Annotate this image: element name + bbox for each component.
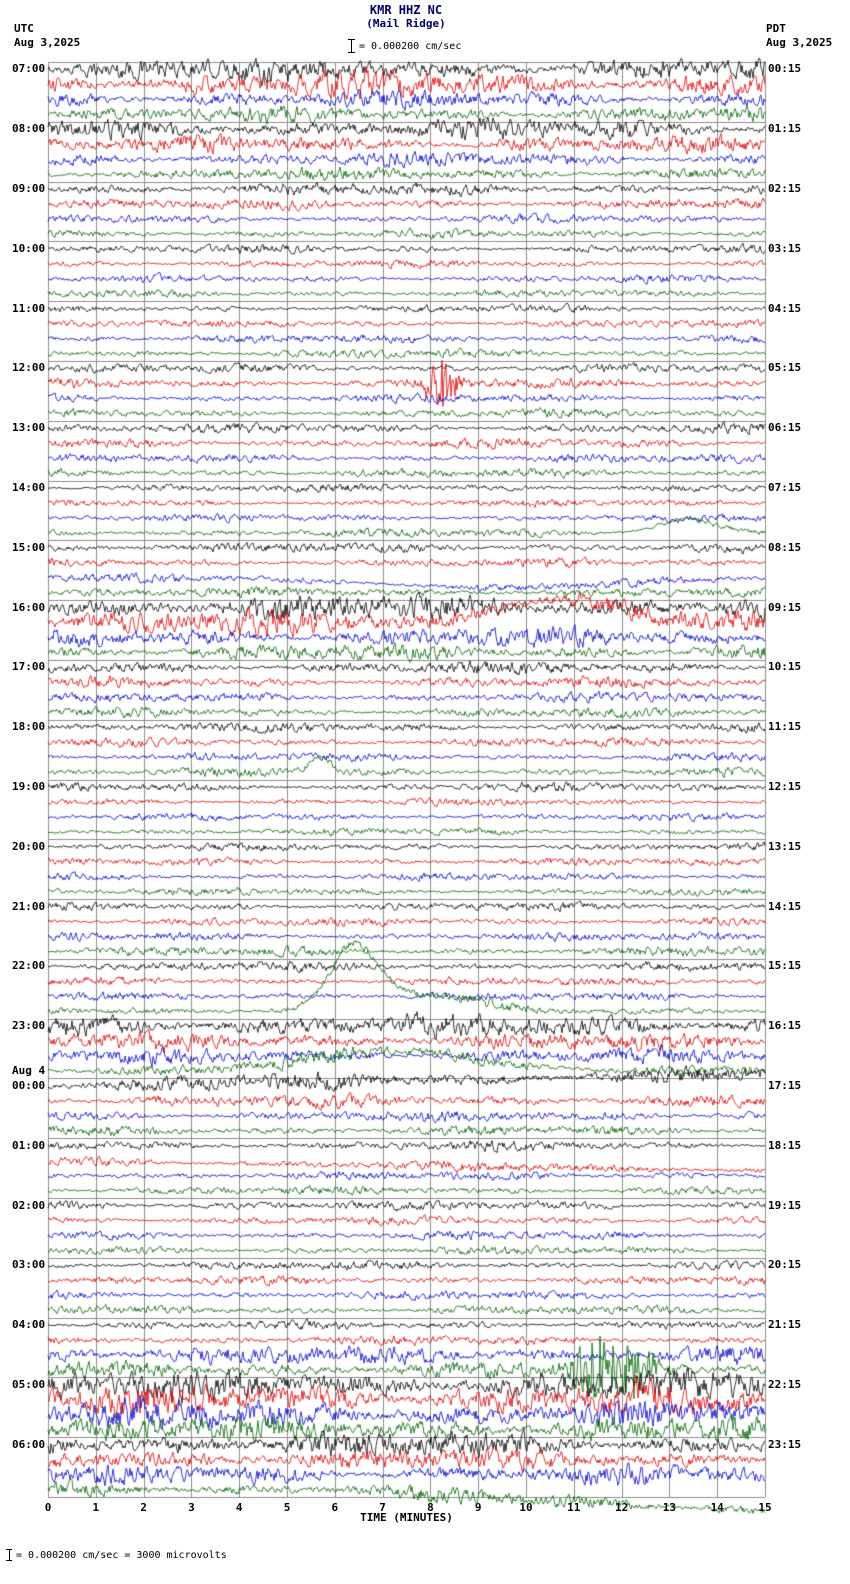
x-tick-label: 11 bbox=[567, 1501, 581, 1514]
x-tick-label: 3 bbox=[188, 1501, 195, 1514]
x-tick-label: 12 bbox=[614, 1501, 629, 1514]
x-tick-label: 8 bbox=[427, 1501, 434, 1514]
x-tick-label: 13 bbox=[662, 1501, 677, 1514]
x-tick-label: 9 bbox=[474, 1501, 482, 1514]
x-tick-label: 10 bbox=[519, 1501, 533, 1514]
x-tick-label: 6 bbox=[331, 1501, 339, 1514]
x-tick-label: 4 bbox=[235, 1501, 243, 1514]
x-tick-label: 7 bbox=[379, 1501, 386, 1514]
x-tick-label: 0 bbox=[44, 1501, 52, 1514]
x-tick-label: 5 bbox=[283, 1501, 291, 1514]
x-tick-label: 15 bbox=[758, 1501, 772, 1514]
x-tick-label: 1 bbox=[92, 1501, 100, 1514]
x-tick-label: 2 bbox=[140, 1501, 147, 1514]
x-tick-label: 14 bbox=[710, 1501, 724, 1514]
